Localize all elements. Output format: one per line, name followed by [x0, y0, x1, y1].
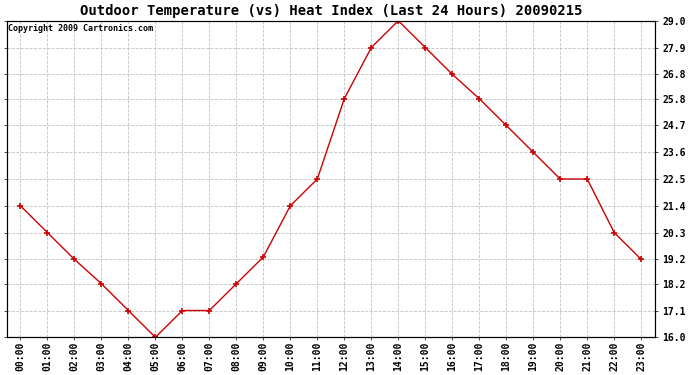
- Text: Copyright 2009 Cartronics.com: Copyright 2009 Cartronics.com: [8, 24, 153, 33]
- Title: Outdoor Temperature (vs) Heat Index (Last 24 Hours) 20090215: Outdoor Temperature (vs) Heat Index (Las…: [79, 4, 582, 18]
